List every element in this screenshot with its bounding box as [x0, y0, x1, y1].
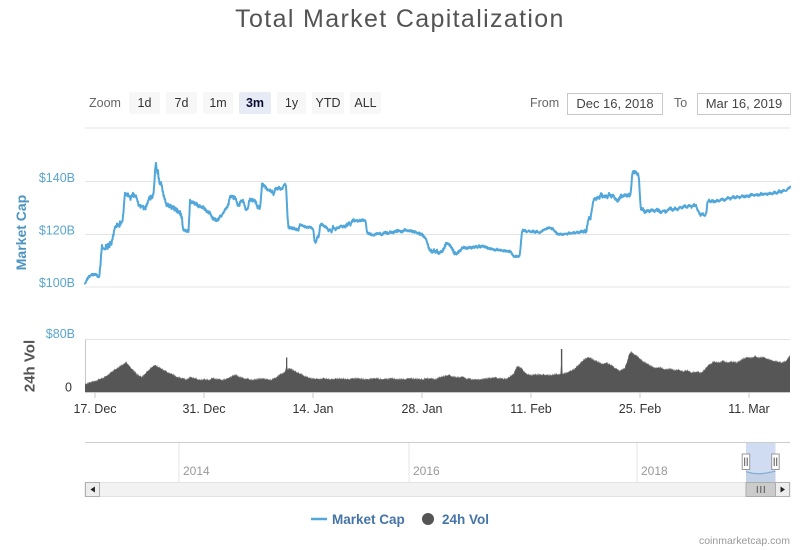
svg-text:coinmarketcap.com: coinmarketcap.com [699, 535, 790, 547]
svg-text:31. Dec: 31. Dec [182, 402, 225, 416]
svg-text:Market Cap: Market Cap [332, 512, 405, 527]
svg-text:17. Dec: 17. Dec [73, 402, 116, 416]
svg-text:Market Cap: Market Cap [13, 195, 29, 270]
svg-text:25. Feb: 25. Feb [619, 402, 661, 416]
svg-text:$100B: $100B [39, 276, 75, 290]
svg-text:$80B: $80B [46, 327, 75, 341]
svg-text:28. Jan: 28. Jan [401, 402, 442, 416]
svg-text:24h Vol: 24h Vol [442, 512, 489, 527]
svg-text:11. Mar: 11. Mar [728, 402, 769, 416]
svg-text:2014: 2014 [183, 464, 210, 478]
svg-text:11. Feb: 11. Feb [510, 402, 552, 416]
svg-text:2016: 2016 [413, 464, 440, 478]
svg-text:0: 0 [65, 381, 72, 395]
svg-text:$120B: $120B [39, 224, 75, 238]
svg-text:14. Jan: 14. Jan [292, 402, 333, 416]
svg-text:24h Vol: 24h Vol [22, 340, 39, 392]
svg-text:2018: 2018 [641, 464, 668, 478]
svg-text:$140B: $140B [39, 171, 75, 185]
